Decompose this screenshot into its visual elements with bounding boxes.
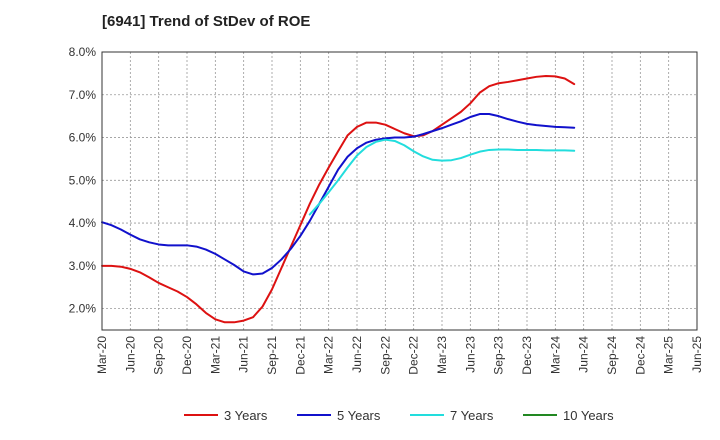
- y-tick-label: 8.0%: [69, 45, 97, 59]
- x-tick-label: Sep-23: [492, 336, 506, 375]
- x-tick-label: Dec-23: [520, 336, 534, 375]
- x-tick-label: Mar-21: [208, 336, 222, 374]
- x-tick-label: Dec-24: [633, 336, 647, 375]
- y-tick-label: 3.0%: [69, 259, 97, 273]
- x-tick-label: Mar-23: [435, 336, 449, 374]
- chart-title: [6941] Trend of StDev of ROE: [102, 13, 310, 30]
- y-tick-label: 6.0%: [69, 131, 97, 145]
- series-line-7-years: [308, 138, 576, 216]
- x-tick-label: Sep-22: [378, 336, 392, 375]
- y-tick-label: 4.0%: [69, 216, 97, 230]
- series-lines: [101, 74, 576, 324]
- plot-frame: [101, 51, 698, 331]
- x-tick-label: Mar-25: [662, 336, 676, 374]
- x-tick-label: Jun-23: [463, 336, 477, 373]
- x-axis-ticks: Mar-20 Jun-20 Sep-20 Dec-20 Mar-21 Jun-21 Sep-…: [95, 336, 704, 375]
- x-tick-label: Dec-21: [293, 336, 307, 375]
- y-tick-label: 7.0%: [69, 88, 97, 102]
- legend-label: 10 Years: [563, 408, 614, 423]
- x-tick-label: Mar-24: [548, 336, 562, 374]
- x-tick-label: Sep-20: [152, 336, 166, 375]
- x-tick-label: Mar-22: [322, 336, 336, 374]
- series-line-3-years: [101, 74, 576, 324]
- y-tick-label: 5.0%: [69, 173, 97, 187]
- y-axis-ticks: 2.0% 3.0% 4.0% 5.0% 6.0% 7.0% 8.0%: [69, 45, 97, 316]
- grid: [102, 52, 697, 330]
- x-tick-label: Dec-22: [407, 336, 421, 375]
- x-tick-label: Jun-20: [123, 336, 137, 373]
- series-line-5-years: [101, 113, 576, 276]
- legend-label: 7 Years: [450, 408, 494, 423]
- legend: 3 Years 5 Years 7 Years 10 Years: [184, 408, 614, 423]
- x-tick-label: Jun-25: [690, 336, 704, 373]
- x-tick-label: Dec-20: [180, 336, 194, 375]
- x-tick-label: Jun-24: [577, 336, 591, 373]
- x-tick-label: Sep-21: [265, 336, 279, 375]
- x-tick-label: Mar-20: [95, 336, 109, 374]
- legend-label: 5 Years: [337, 408, 381, 423]
- x-tick-label: Jun-22: [350, 336, 364, 373]
- y-tick-label: 2.0%: [69, 302, 97, 316]
- legend-label: 3 Years: [224, 408, 268, 423]
- x-tick-label: Jun-21: [237, 336, 251, 373]
- x-tick-label: Sep-24: [605, 336, 619, 375]
